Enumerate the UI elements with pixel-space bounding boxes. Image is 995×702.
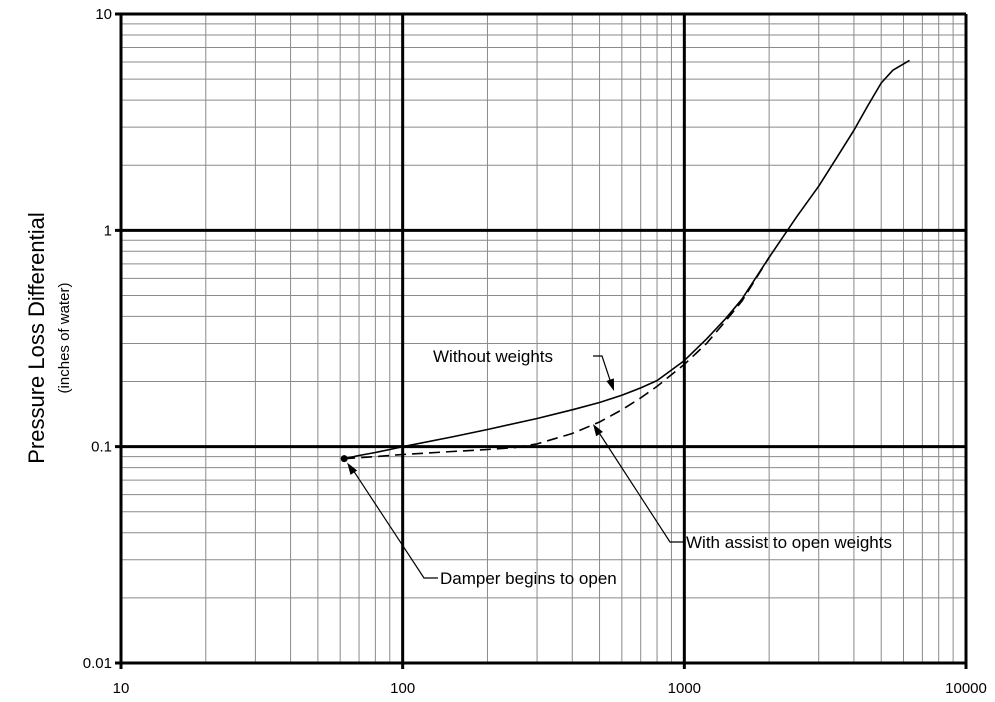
- grid-minor: [121, 14, 966, 663]
- y-axis-sublabel: (inches of water): [56, 283, 73, 394]
- leader-damper-opens: [349, 465, 438, 579]
- series-layer: [340, 59, 910, 463]
- arrow-without-weights: [606, 378, 614, 391]
- series-line: [344, 59, 910, 460]
- y-tick-label: 0.1: [91, 439, 112, 456]
- y-tick-label: 10: [95, 6, 112, 23]
- x-tick-label: 100: [390, 680, 415, 697]
- start-point: [340, 455, 348, 463]
- arrow-damper-opens: [347, 462, 358, 475]
- grid-major: [115, 12, 968, 669]
- tick-labels: 10 100 1000 10000 0.01 0.1 1 10: [83, 6, 987, 697]
- annotation-damper-opens: Damper begins to open: [440, 569, 617, 588]
- annotation-with-assist: With assist to open weights: [686, 533, 892, 552]
- series-line: [344, 256, 770, 460]
- annotations: Without weights With assist to open weigh…: [347, 347, 892, 588]
- y-axis-label: Pressure Loss Differential: [24, 212, 49, 464]
- y-tick-label: 0.01: [83, 655, 112, 672]
- y-tick-label: 1: [104, 222, 112, 239]
- arrow-with-assist: [593, 424, 603, 437]
- leader-with-assist: [595, 427, 684, 543]
- leader-without-weights: [593, 355, 612, 384]
- x-tick-label: 10000: [945, 680, 987, 697]
- x-tick-label: 10: [113, 680, 130, 697]
- annotation-without-weights: Without weights: [433, 347, 553, 366]
- y-axis-title: Pressure Loss Differential (inches of wa…: [24, 212, 73, 464]
- x-tick-label: 1000: [668, 680, 701, 697]
